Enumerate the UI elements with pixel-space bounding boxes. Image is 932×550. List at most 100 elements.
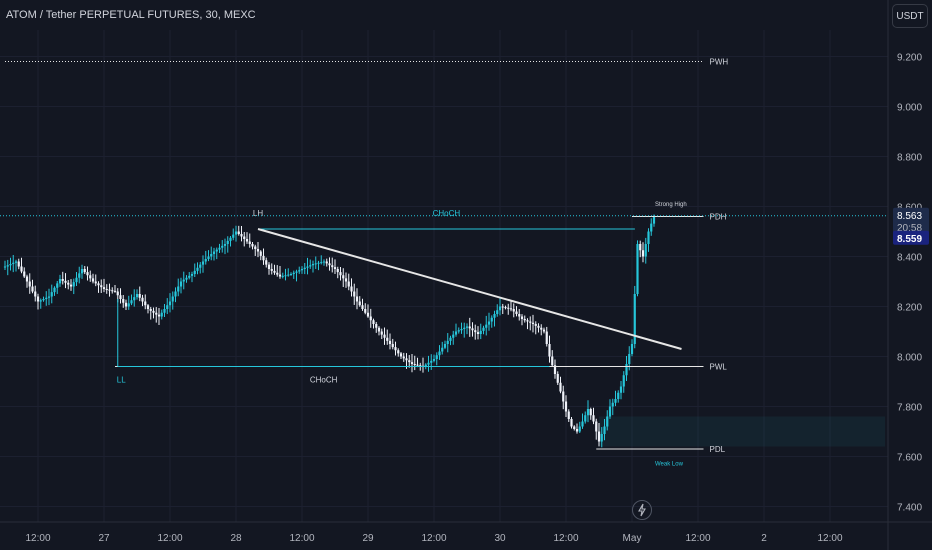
candle-body bbox=[78, 273, 81, 278]
candle-body bbox=[650, 223, 653, 232]
level-label-pdl: PDL bbox=[710, 445, 726, 454]
candle-body bbox=[361, 305, 364, 309]
candle-body bbox=[391, 344, 394, 348]
candle-body bbox=[589, 409, 592, 416]
candle-body bbox=[630, 344, 634, 354]
candle-body bbox=[251, 244, 254, 247]
candle-body bbox=[320, 262, 323, 264]
candle-body bbox=[518, 314, 521, 317]
candle-body bbox=[578, 426, 581, 432]
structure-label-lh: LH bbox=[253, 209, 263, 218]
y-tick-label: 7.400 bbox=[897, 503, 922, 514]
candle-body bbox=[100, 285, 103, 288]
candle-body bbox=[171, 296, 174, 302]
currency-button[interactable]: USDT bbox=[892, 4, 928, 28]
candle-body bbox=[529, 321, 532, 323]
candle-body bbox=[50, 292, 53, 297]
candle-body bbox=[471, 328, 474, 331]
candle-body bbox=[369, 316, 372, 321]
candle-body bbox=[427, 362, 430, 365]
candle-body bbox=[548, 344, 551, 357]
candle-body bbox=[166, 305, 169, 309]
candle-body bbox=[336, 269, 339, 273]
candle-body bbox=[221, 245, 224, 248]
candle-body bbox=[124, 302, 128, 307]
structure-label-choch-upper: CHoCH bbox=[433, 209, 461, 218]
annotation-weak-low: Weak Low bbox=[655, 462, 684, 468]
candle-body bbox=[641, 250, 645, 257]
candle-body bbox=[113, 290, 117, 292]
chart-title: ATOM / Tether PERPETUAL FUTURES, 30, MEX… bbox=[6, 9, 256, 21]
candle-body bbox=[317, 262, 320, 264]
candle-body bbox=[265, 260, 268, 265]
candle-body bbox=[146, 305, 150, 309]
candle-body bbox=[306, 266, 309, 268]
candle-body bbox=[267, 264, 271, 269]
candle-body bbox=[567, 411, 570, 419]
y-tick-label: 8.400 bbox=[897, 253, 922, 264]
candle-body bbox=[556, 374, 559, 383]
candle-body bbox=[25, 276, 29, 282]
candle-body bbox=[507, 307, 510, 309]
candle-body bbox=[135, 294, 139, 298]
candle-body bbox=[245, 239, 249, 242]
candle-body bbox=[141, 297, 144, 302]
candle-body bbox=[300, 269, 304, 271]
lightning-bolt-icon[interactable] bbox=[632, 500, 652, 520]
candle-body bbox=[383, 334, 386, 338]
candle-body bbox=[353, 291, 356, 297]
x-tick-label: May bbox=[623, 533, 642, 544]
candle-body bbox=[182, 279, 185, 282]
candle-body bbox=[419, 365, 422, 367]
candle-body bbox=[328, 263, 331, 266]
candle-body bbox=[386, 337, 389, 341]
candle-body bbox=[482, 327, 485, 331]
candle-body bbox=[199, 264, 202, 268]
candle-body bbox=[614, 399, 617, 403]
candle-body bbox=[476, 332, 480, 334]
candle-body bbox=[498, 306, 502, 311]
candle-body bbox=[603, 426, 606, 434]
candle-body bbox=[174, 291, 177, 297]
candle-body bbox=[457, 330, 460, 332]
structure-label-ll: LL bbox=[117, 376, 126, 385]
candle-body bbox=[185, 277, 188, 280]
candle-body bbox=[259, 251, 262, 256]
candle-body bbox=[111, 290, 114, 292]
candle-body bbox=[358, 301, 361, 306]
candle-body bbox=[333, 267, 337, 269]
candle-body bbox=[130, 300, 133, 304]
candle-body bbox=[80, 269, 84, 274]
x-tick-label: 30 bbox=[494, 533, 506, 544]
candle-body bbox=[133, 297, 136, 301]
candle-body bbox=[322, 261, 326, 263]
candle-body bbox=[545, 331, 548, 344]
candle-body bbox=[652, 215, 656, 224]
candle-body bbox=[592, 415, 595, 422]
candle-body bbox=[540, 327, 543, 330]
y-tick-label: 9.200 bbox=[897, 53, 922, 64]
candle-body bbox=[331, 265, 334, 268]
candle-body bbox=[573, 426, 576, 429]
candle-body bbox=[366, 312, 370, 317]
candle-body bbox=[122, 299, 125, 303]
candle-body bbox=[581, 421, 584, 427]
candle-body bbox=[364, 309, 367, 313]
candle-body bbox=[31, 286, 34, 292]
y-tick-label: 8.000 bbox=[897, 353, 922, 364]
candle-body bbox=[584, 415, 587, 422]
candle-body bbox=[119, 295, 122, 299]
candle-body bbox=[526, 320, 529, 322]
candle-body bbox=[91, 278, 95, 282]
candle-body bbox=[512, 309, 515, 312]
level-label-pwh: PWH bbox=[710, 58, 729, 67]
candle-body bbox=[287, 274, 290, 276]
candle-body bbox=[575, 429, 579, 432]
candle-body bbox=[438, 351, 441, 356]
x-tick-label: 27 bbox=[98, 533, 110, 544]
candle-body bbox=[460, 329, 463, 331]
structure-label-choch-lower: CHoCH bbox=[310, 376, 338, 385]
candle-body bbox=[168, 301, 172, 306]
candle-body bbox=[342, 275, 345, 279]
